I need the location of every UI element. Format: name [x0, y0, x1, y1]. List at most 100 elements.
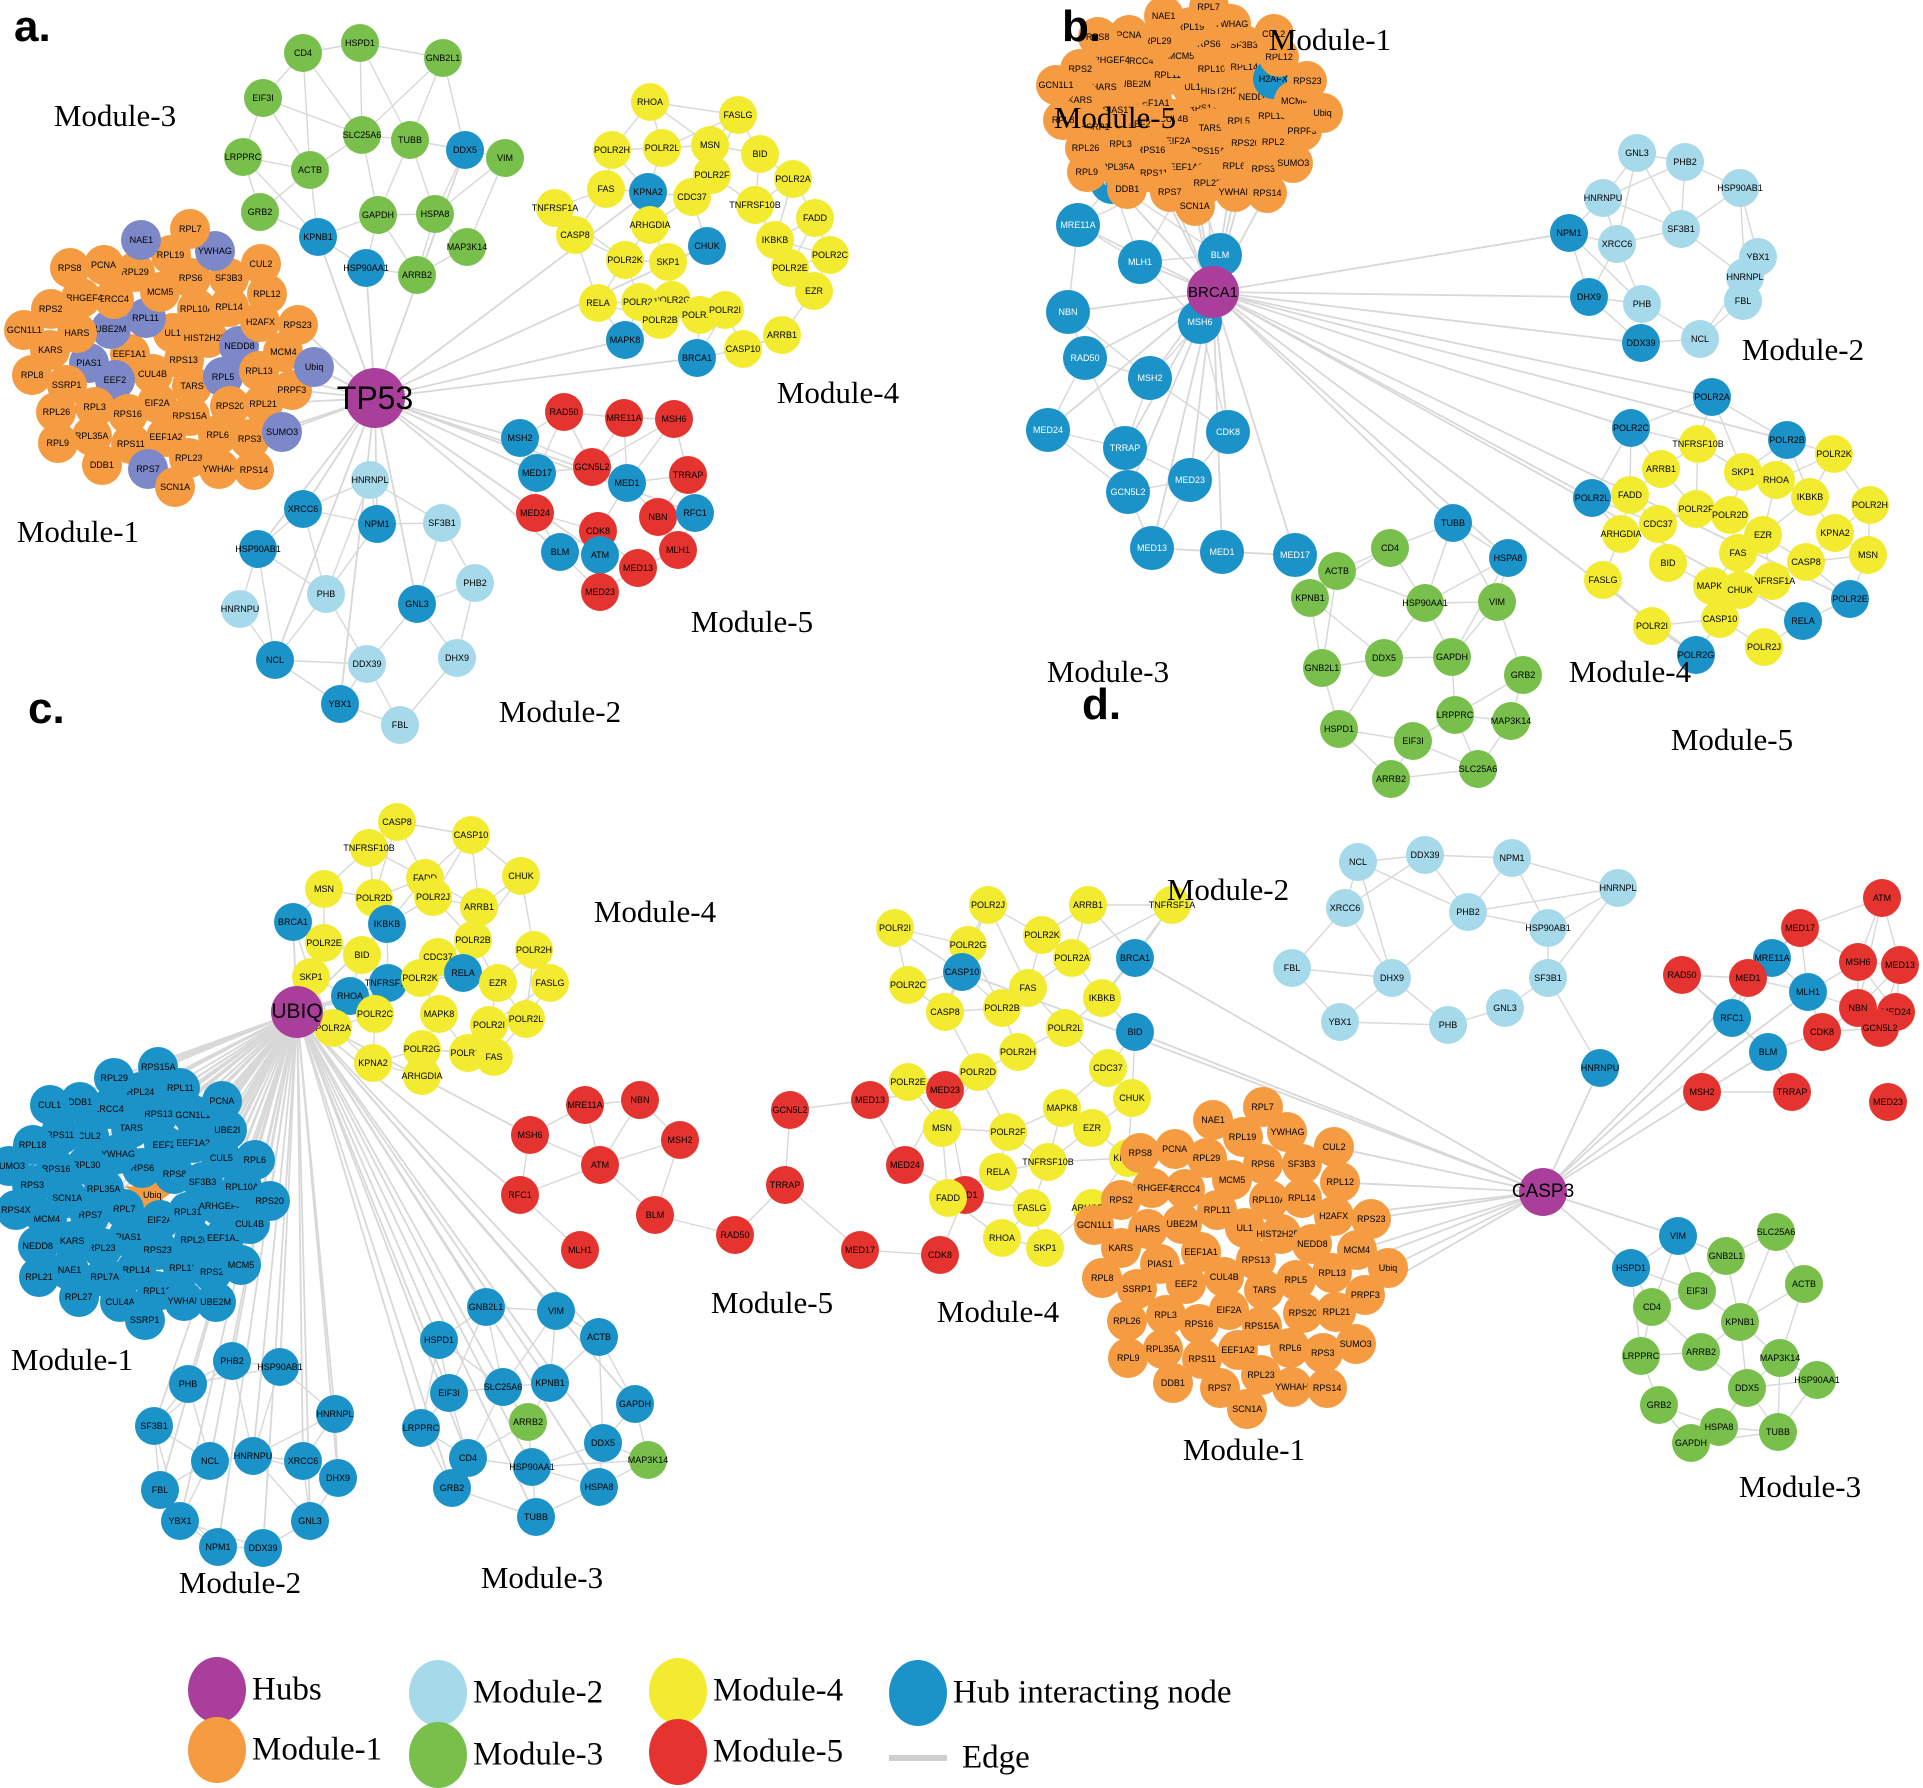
- legend-label: Edge: [962, 1740, 1030, 1777]
- gene-label: GAPDH: [1675, 1438, 1707, 1448]
- gene-node-RHOA: RHOA: [631, 83, 669, 121]
- gene-label: BRCA1: [278, 917, 308, 927]
- panel-letter: b.: [1062, 2, 1101, 52]
- gene-node-DDB1: DDB1: [1153, 1363, 1193, 1403]
- gene-label: TNFRSF10B: [343, 843, 395, 853]
- gene-label: UBE2M: [1166, 1219, 1197, 1229]
- gene-label: PHB2: [1456, 907, 1480, 917]
- gene-node-MSH6: MSH6: [1839, 943, 1877, 981]
- gene-label: RPS11: [1188, 1354, 1216, 1364]
- gene-label: HSPA8: [1494, 553, 1523, 563]
- gene-label: MED1: [1209, 547, 1234, 557]
- gene-label: MAP3K14: [628, 1455, 669, 1465]
- gene-label: EEF1A1: [113, 349, 147, 359]
- gene-node-RAD50: RAD50: [716, 1216, 754, 1254]
- gene-label: EEF2: [1175, 1279, 1198, 1289]
- gene-label: RPS14: [1253, 188, 1282, 198]
- gene-node-CASP10: CASP10: [943, 953, 981, 991]
- gene-node-VIM: VIM: [1659, 1217, 1697, 1255]
- gene-label: LRPPRC: [1437, 710, 1474, 720]
- gene-node-UBE2M: UBE2M: [196, 1282, 236, 1322]
- gene-label: GNL3: [405, 599, 429, 609]
- gene-label: RPS15A: [1245, 1321, 1280, 1331]
- gene-label: POLR2E: [1832, 594, 1868, 604]
- gene-node-EIF3I: EIF3I: [244, 79, 282, 117]
- gene-label: RPL12: [253, 289, 281, 299]
- hub-label: BRCA1: [1188, 284, 1238, 301]
- gene-label: MCM5: [1219, 1175, 1246, 1185]
- gene-node-FASLG: FASLG: [719, 96, 757, 134]
- gene-node-HSPA8: HSPA8: [1489, 539, 1527, 577]
- gene-label: MSH2: [1137, 373, 1162, 383]
- gene-node-NCL: NCL: [1339, 843, 1377, 881]
- gene-label: ARHGDIA: [402, 1071, 443, 1081]
- gene-node-RHOA: RHOA: [1757, 461, 1795, 499]
- gene-label: HSPD1: [1324, 724, 1354, 734]
- module-label: Module-5: [1054, 100, 1176, 136]
- gene-label: RPS23: [1293, 76, 1322, 86]
- gene-label: RPS8: [1129, 1148, 1153, 1158]
- gene-label: LRPPRC: [225, 152, 262, 162]
- gene-label: Ubiq: [305, 362, 324, 372]
- gene-label: MAPK8: [610, 335, 641, 345]
- gene-node-MAPK8: MAPK8: [420, 995, 458, 1033]
- gene-node-TUBB: TUBB: [1434, 504, 1472, 542]
- gene-label: POLR2B: [455, 935, 491, 945]
- gene-label: SKP1: [1731, 467, 1754, 477]
- gene-node-RHOA: RHOA: [983, 1219, 1021, 1257]
- gene-label: DDX5: [591, 1438, 615, 1448]
- gene-node-MCM5: MCM5: [221, 1245, 261, 1285]
- gene-node-GCN5L2: GCN5L2: [771, 1091, 809, 1129]
- gene-node-UBE2M: UBE2M: [1162, 1204, 1202, 1244]
- gene-label: MCM4: [34, 1214, 61, 1224]
- gene-node-PHB: PHB: [307, 575, 345, 613]
- gene-label: CD4: [1381, 543, 1399, 553]
- gene-node-NBN: NBN: [639, 498, 677, 536]
- gene-node-GCN5L2: GCN5L2: [1106, 470, 1150, 514]
- gene-node-NAE1: NAE1: [1193, 1100, 1233, 1140]
- gene-node-EIF3I: EIF3I: [1678, 1272, 1716, 1310]
- gene-node-DDX39: DDX39: [244, 1529, 282, 1567]
- gene-label: PHB: [179, 1379, 198, 1389]
- gene-label: RPL9: [1076, 167, 1099, 177]
- gene-label: RPS7: [1208, 1383, 1232, 1393]
- gene-node-POLR2J: POLR2J: [414, 878, 452, 916]
- gene-label: SKP1: [1033, 1243, 1056, 1253]
- gene-label: GNL3: [1493, 1003, 1517, 1013]
- gene-label: TARS: [120, 1123, 143, 1133]
- gene-node-GRB2: GRB2: [1504, 656, 1542, 694]
- gene-node-VIM: VIM: [1478, 583, 1516, 621]
- gene-label: UL1: [164, 328, 181, 338]
- gene-node-HSPA8: HSPA8: [580, 1468, 618, 1506]
- gene-label: PIAS1: [76, 358, 102, 368]
- gene-label: RAD50: [549, 407, 578, 417]
- gene-label: MLH1: [1128, 257, 1152, 267]
- gene-label: RPL11: [1204, 1205, 1231, 1215]
- gene-node-RPL12: RPL12: [1320, 1162, 1360, 1202]
- gene-node-KPNA2: KPNA2: [1816, 514, 1854, 552]
- gene-label: FASLG: [723, 110, 752, 120]
- gene-node-VIM: VIM: [537, 1292, 575, 1330]
- gene-label: MRE11A: [1060, 220, 1095, 230]
- gene-label: MCM4: [1344, 1245, 1371, 1255]
- gene-node-BID: BID: [741, 135, 779, 173]
- gene-node-TRRAP: TRRAP: [766, 1166, 804, 1204]
- panel-letter: d.: [1082, 680, 1121, 730]
- gene-label: CHUK: [508, 871, 534, 881]
- gene-label: BRCA1: [1120, 953, 1150, 963]
- gene-label: RPL30: [73, 1160, 101, 1170]
- gene-node-POLR2A: POLR2A: [774, 160, 812, 198]
- gene-node-EZR: EZR: [1073, 1109, 1111, 1147]
- gene-node-NPM1: NPM1: [1493, 839, 1531, 877]
- gene-label: EIF3I: [252, 93, 274, 103]
- gene-node-YBX1: YBX1: [1321, 1003, 1359, 1041]
- gene-node-MAP3K14: MAP3K14: [1761, 1339, 1799, 1377]
- gene-label: CDK8: [1810, 1027, 1834, 1037]
- gene-label: POLR2L: [1575, 493, 1610, 503]
- gene-node-NPM1: NPM1: [199, 1528, 237, 1566]
- gene-label: RPL29: [1193, 1153, 1221, 1163]
- gene-label: POLR2B: [642, 315, 678, 325]
- gene-label: FBL: [1284, 963, 1301, 973]
- gene-label: ATM: [1873, 893, 1891, 903]
- gene-node-HSP90AA1: HSP90AA1: [1406, 584, 1444, 622]
